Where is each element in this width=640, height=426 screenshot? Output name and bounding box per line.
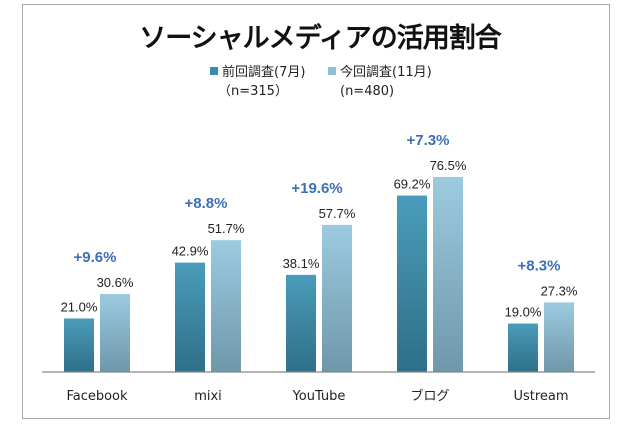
legend-label-previous: 前回調査(7月) xyxy=(222,65,306,80)
data-label: 42.9% xyxy=(172,244,209,259)
delta-annotation: +7.3% xyxy=(407,132,450,149)
legend-note-current: (n=480) xyxy=(340,84,395,99)
chart-title: ソーシャルメディアの活用割合 xyxy=(139,23,502,54)
data-label: 57.7% xyxy=(319,206,356,221)
data-label: 27.3% xyxy=(541,283,578,298)
category-label: Ustream xyxy=(513,389,568,404)
bar-current xyxy=(100,293,130,372)
bar-previous xyxy=(286,274,316,372)
data-label: 69.2% xyxy=(394,177,431,192)
legend-swatch-current xyxy=(328,67,336,75)
data-label: 21.0% xyxy=(61,299,98,314)
bar-current xyxy=(211,240,241,372)
delta-annotation: +9.6% xyxy=(74,249,117,266)
legend-item-previous: 前回調査(7月) （n=315） xyxy=(210,63,305,101)
legend-item-current: 今回調査(11月) (n=480) xyxy=(328,63,432,101)
bar-current xyxy=(544,302,574,372)
legend-swatch-previous xyxy=(210,67,218,75)
category-label: ブログ xyxy=(410,388,449,404)
bar-previous xyxy=(64,318,94,372)
data-label: 38.1% xyxy=(283,256,320,271)
bar-current xyxy=(433,176,463,372)
data-label: 76.5% xyxy=(430,158,467,173)
bar-previous xyxy=(175,262,205,372)
bar-previous xyxy=(508,323,538,372)
category-label: Facebook xyxy=(66,389,128,404)
legend-note-previous: （n=315） xyxy=(218,84,288,99)
bar-previous xyxy=(397,195,427,372)
delta-annotation: +19.6% xyxy=(291,180,342,197)
delta-annotation: +8.8% xyxy=(185,195,228,212)
data-label: 19.0% xyxy=(505,305,542,320)
delta-annotation: +8.3% xyxy=(518,257,561,274)
bar-current xyxy=(322,224,352,372)
category-label: YouTube xyxy=(292,389,346,404)
data-label: 30.6% xyxy=(97,275,134,290)
category-label: mixi xyxy=(194,389,222,404)
data-label: 51.7% xyxy=(208,221,245,236)
legend-label-current: 今回調査(11月) xyxy=(340,65,432,80)
